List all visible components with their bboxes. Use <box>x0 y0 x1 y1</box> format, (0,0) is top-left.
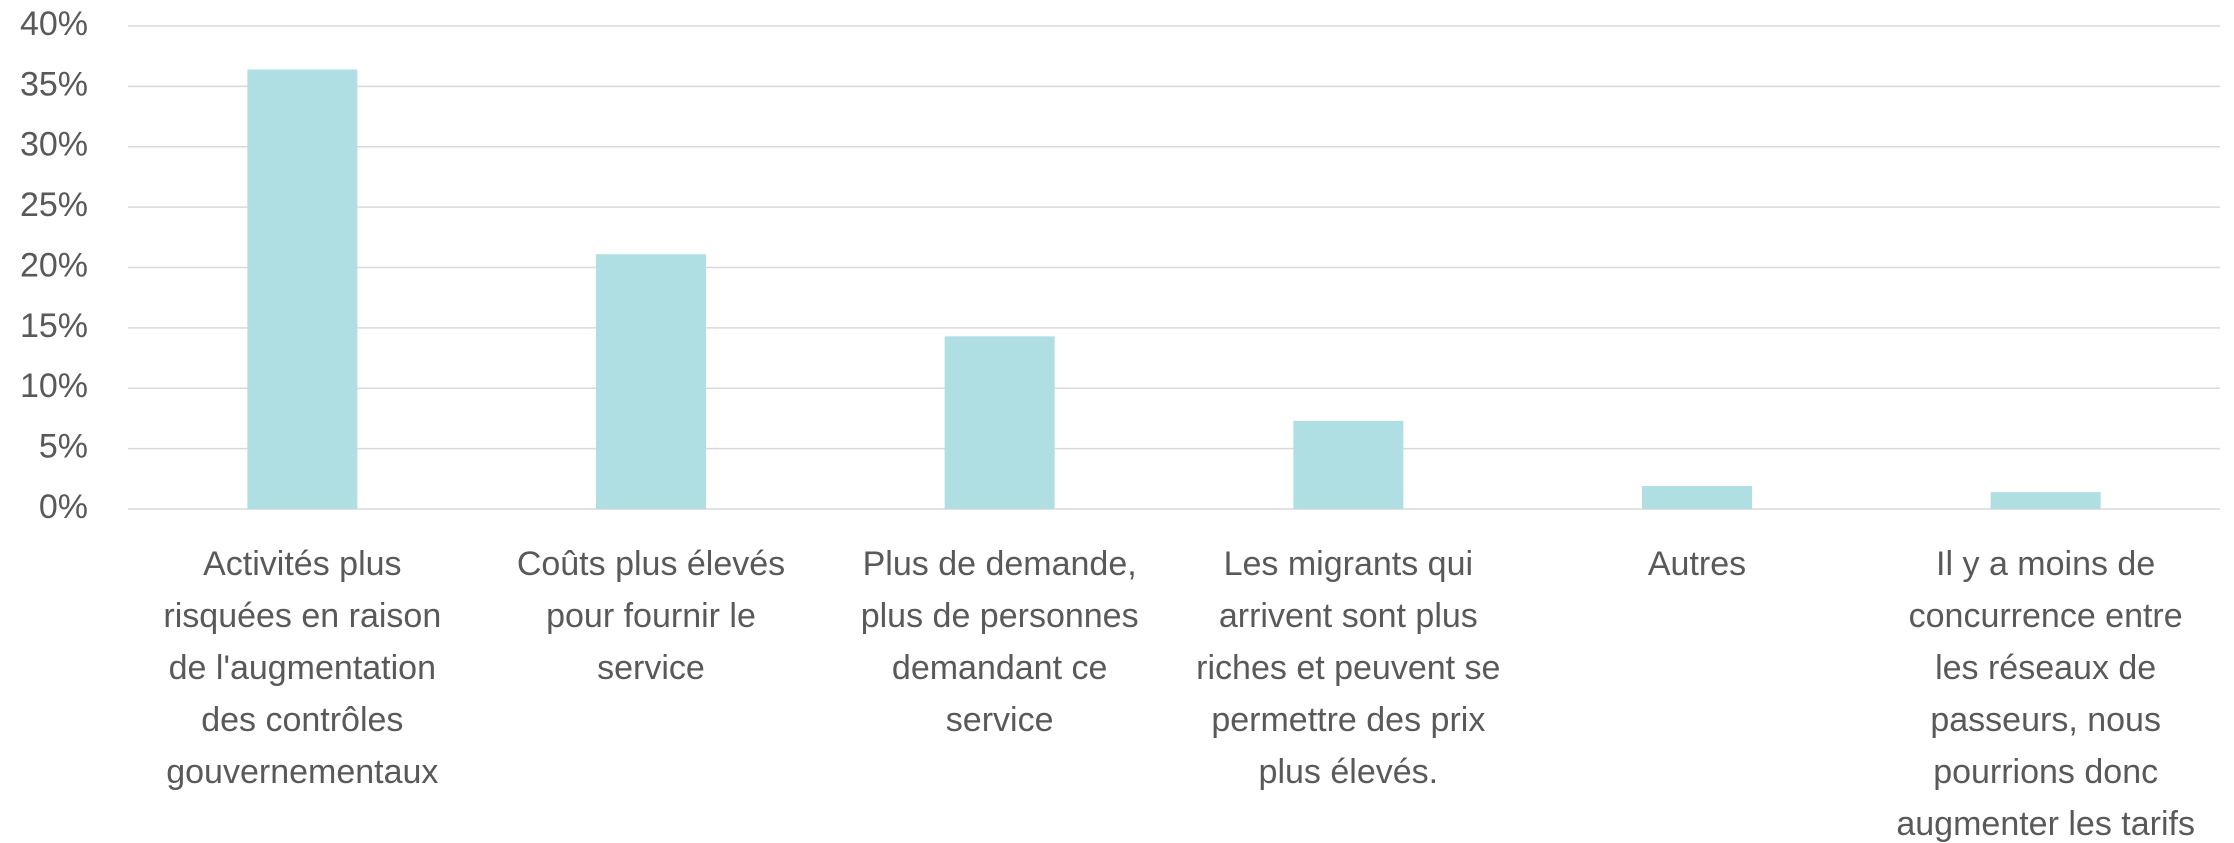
y-tick-label: 15% <box>20 307 88 345</box>
x-tick-label: Il y a moins de concurrence entre les ré… <box>1896 545 2195 843</box>
y-tick-label: 35% <box>20 65 88 103</box>
x-tick-label: Coûts plus élevés pour fournir le servic… <box>516 545 786 687</box>
bar <box>1990 492 2101 509</box>
bar <box>944 336 1055 509</box>
bar <box>247 69 358 509</box>
x-tick-label: Les migrants qui arrivent sont plus rich… <box>1196 545 1501 791</box>
y-tick-label: 5% <box>39 428 88 466</box>
bar <box>596 254 706 509</box>
y-tick-label: 30% <box>20 126 88 164</box>
y-tick-label: 20% <box>20 246 88 284</box>
y-tick-label: 10% <box>20 367 88 405</box>
x-tick-label: Plus de demande, plus de personnes deman… <box>860 545 1139 739</box>
x-tick-label: Activités plus risquées en raison de l'a… <box>163 545 442 791</box>
y-tick-label: 25% <box>20 186 88 224</box>
bar <box>1293 420 1404 509</box>
x-tick-label: Autres <box>1647 545 1747 583</box>
y-tick-label: 0% <box>39 488 88 526</box>
bar <box>1642 486 1752 509</box>
y-tick-label: 40% <box>20 5 88 43</box>
